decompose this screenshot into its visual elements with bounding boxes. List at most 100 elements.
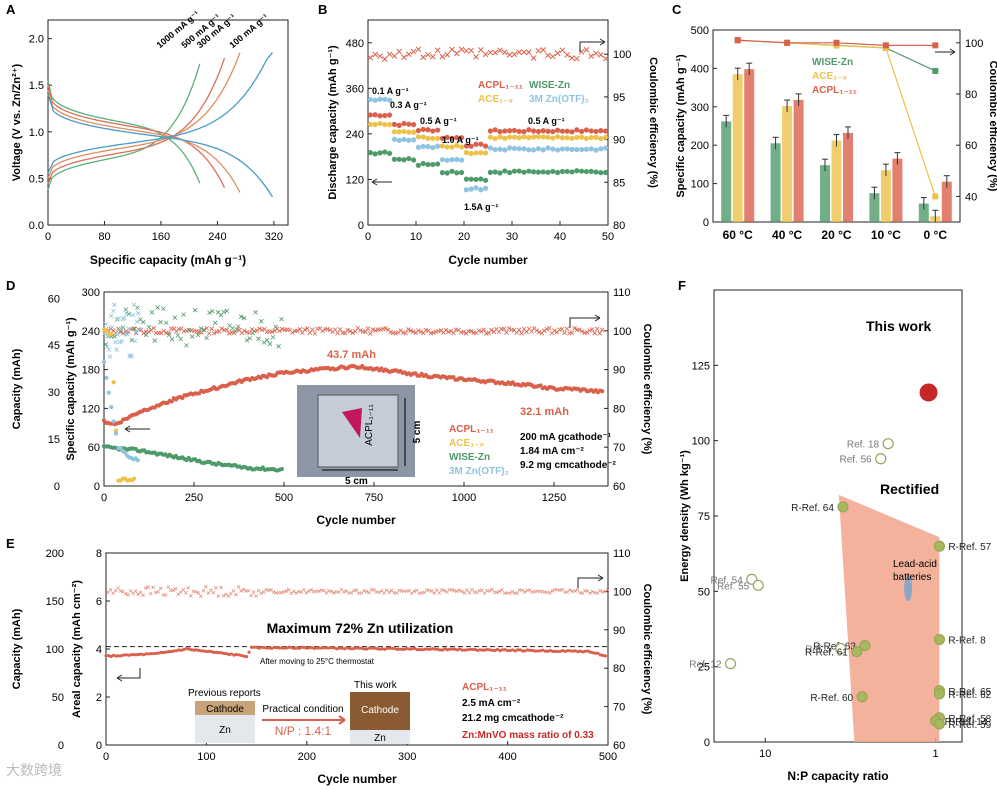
panel-f-xlabel: N:P capacity ratio <box>787 769 888 783</box>
panel-e-point <box>495 647 500 652</box>
panel-b-point <box>478 150 484 156</box>
panel-e-ce-point <box>480 588 484 593</box>
panel-e-xtick-label: 300 <box>398 751 416 763</box>
panel-e-ce-point <box>605 588 610 592</box>
panel-f-point <box>835 642 847 655</box>
panel-e-point <box>435 647 439 651</box>
panel-e-point <box>232 653 236 657</box>
panel-b-ytick-label: 120 <box>346 174 364 186</box>
panel-c-ytick-label: 400 <box>691 63 709 75</box>
panel-b-point <box>550 135 556 141</box>
panel-e-point <box>310 646 314 650</box>
panel-b-point <box>430 128 436 134</box>
panel-d-ce-point <box>337 327 343 332</box>
panel-f-point-label: R-Ref. 60 <box>810 693 853 704</box>
panel-e-point <box>139 652 143 656</box>
panel-e-point <box>177 648 181 652</box>
panel-f-ytick-label: 125 <box>692 360 710 372</box>
panel-f-lead-acid-label: batteries <box>893 572 931 583</box>
panel-d-mah-tick-label: 0 <box>54 481 60 493</box>
panel-e-point <box>403 647 407 651</box>
panel-d-point <box>113 428 119 433</box>
panel-e-point <box>500 648 505 652</box>
panel-e-ce-point <box>309 587 314 592</box>
panel-d-ce-point <box>365 326 371 331</box>
panel-e-mah-tick-label: 100 <box>46 644 64 656</box>
panel-b-point <box>497 146 503 152</box>
panel-e-point <box>202 649 206 653</box>
panel-e-point <box>247 650 251 654</box>
panel-e-ce-point <box>116 586 120 590</box>
panel-e-xtick-label: 500 <box>599 751 617 763</box>
panel-e-ce-point <box>153 590 158 595</box>
panel-e-point <box>400 647 404 651</box>
panel-d-ce-point <box>405 327 411 332</box>
panel-d-ce-point <box>277 328 282 334</box>
panel-f-ytick-label: 25 <box>698 662 710 674</box>
panel-b-point <box>478 176 484 182</box>
panel-e-point <box>420 648 424 652</box>
panel-d-ce-point <box>524 329 529 335</box>
panel-e-point <box>116 654 121 658</box>
panel-e-point <box>405 646 409 651</box>
panel-a-xtick-label: 0 <box>45 231 51 243</box>
panel-c-category-label: 0 °C <box>924 228 948 242</box>
panel-e-point <box>508 648 512 653</box>
panel-d-ce-point <box>108 313 114 319</box>
panel-e-point <box>152 651 156 656</box>
panel-b-point <box>449 135 455 142</box>
panel-b-point <box>555 147 561 153</box>
panel-e-point <box>332 646 337 650</box>
panel-e-xlabel: Cycle number <box>317 772 397 786</box>
panel-d-right-axis-arrow <box>569 314 601 328</box>
panel-d-ce-point <box>305 326 310 331</box>
panel-d-mah-tick-label: 15 <box>48 434 60 446</box>
panel-d-ce-point <box>408 328 414 333</box>
panel-e-point <box>154 651 158 656</box>
panel-e-point <box>538 649 542 653</box>
panel-e-point <box>463 648 467 652</box>
panel-b-point <box>367 96 373 103</box>
panel-e-ce-point <box>344 589 349 593</box>
panel-b-point <box>531 147 537 153</box>
panel-e-point <box>490 648 495 652</box>
panel-b-point <box>463 149 469 156</box>
panel-b-point <box>459 169 465 176</box>
panel-c-bar <box>843 132 853 222</box>
panel-f-point <box>856 691 868 703</box>
panel-b-point <box>598 128 604 134</box>
panel-b-point <box>564 168 570 175</box>
panel-d-ce-point <box>133 329 139 335</box>
panel-f-ytick-label: 100 <box>692 436 710 448</box>
panel-d-point <box>118 445 123 451</box>
panel-d-ce-point <box>249 327 255 332</box>
panel-e-point <box>207 649 211 653</box>
panel-f-point <box>837 501 849 513</box>
panel-e-ce-point <box>301 587 306 592</box>
panel-d-inset-dim-label: 5 cm <box>412 420 423 443</box>
panel-d-ce-point <box>118 326 124 331</box>
panel-d-ce-point <box>461 329 466 335</box>
panel-b-point <box>415 162 421 168</box>
panel-c-ytick-label: 200 <box>691 140 709 152</box>
panel-e-point <box>377 647 382 651</box>
panel-f-point <box>933 633 946 646</box>
panel-d-ce-point <box>158 319 163 325</box>
panel-e-ce-point <box>194 589 198 594</box>
panel-b-point <box>463 187 469 193</box>
panel-d-ce-point <box>242 328 247 333</box>
panel-b-ce-point <box>549 53 556 60</box>
panel-e-condition: 21.2 mg cmcathode⁻² <box>462 713 564 724</box>
panel-e-point <box>536 649 540 653</box>
panel-e-ce-point <box>387 590 391 595</box>
panel-e-point <box>433 647 437 651</box>
panel-d-right-ytick-label: 90 <box>613 365 625 377</box>
panel-b-point <box>430 145 436 151</box>
panel-d-mah-tick-label: 30 <box>48 387 60 399</box>
panel-e-ce-point <box>173 586 178 591</box>
panel-c-ytick-label: 300 <box>691 102 709 114</box>
panel-d-ce-point <box>155 305 160 310</box>
panel-e-point <box>478 648 482 652</box>
panel-d-condition: 200 mA gcathode⁻¹ <box>520 432 612 443</box>
panel-d-ce-point <box>115 332 120 337</box>
